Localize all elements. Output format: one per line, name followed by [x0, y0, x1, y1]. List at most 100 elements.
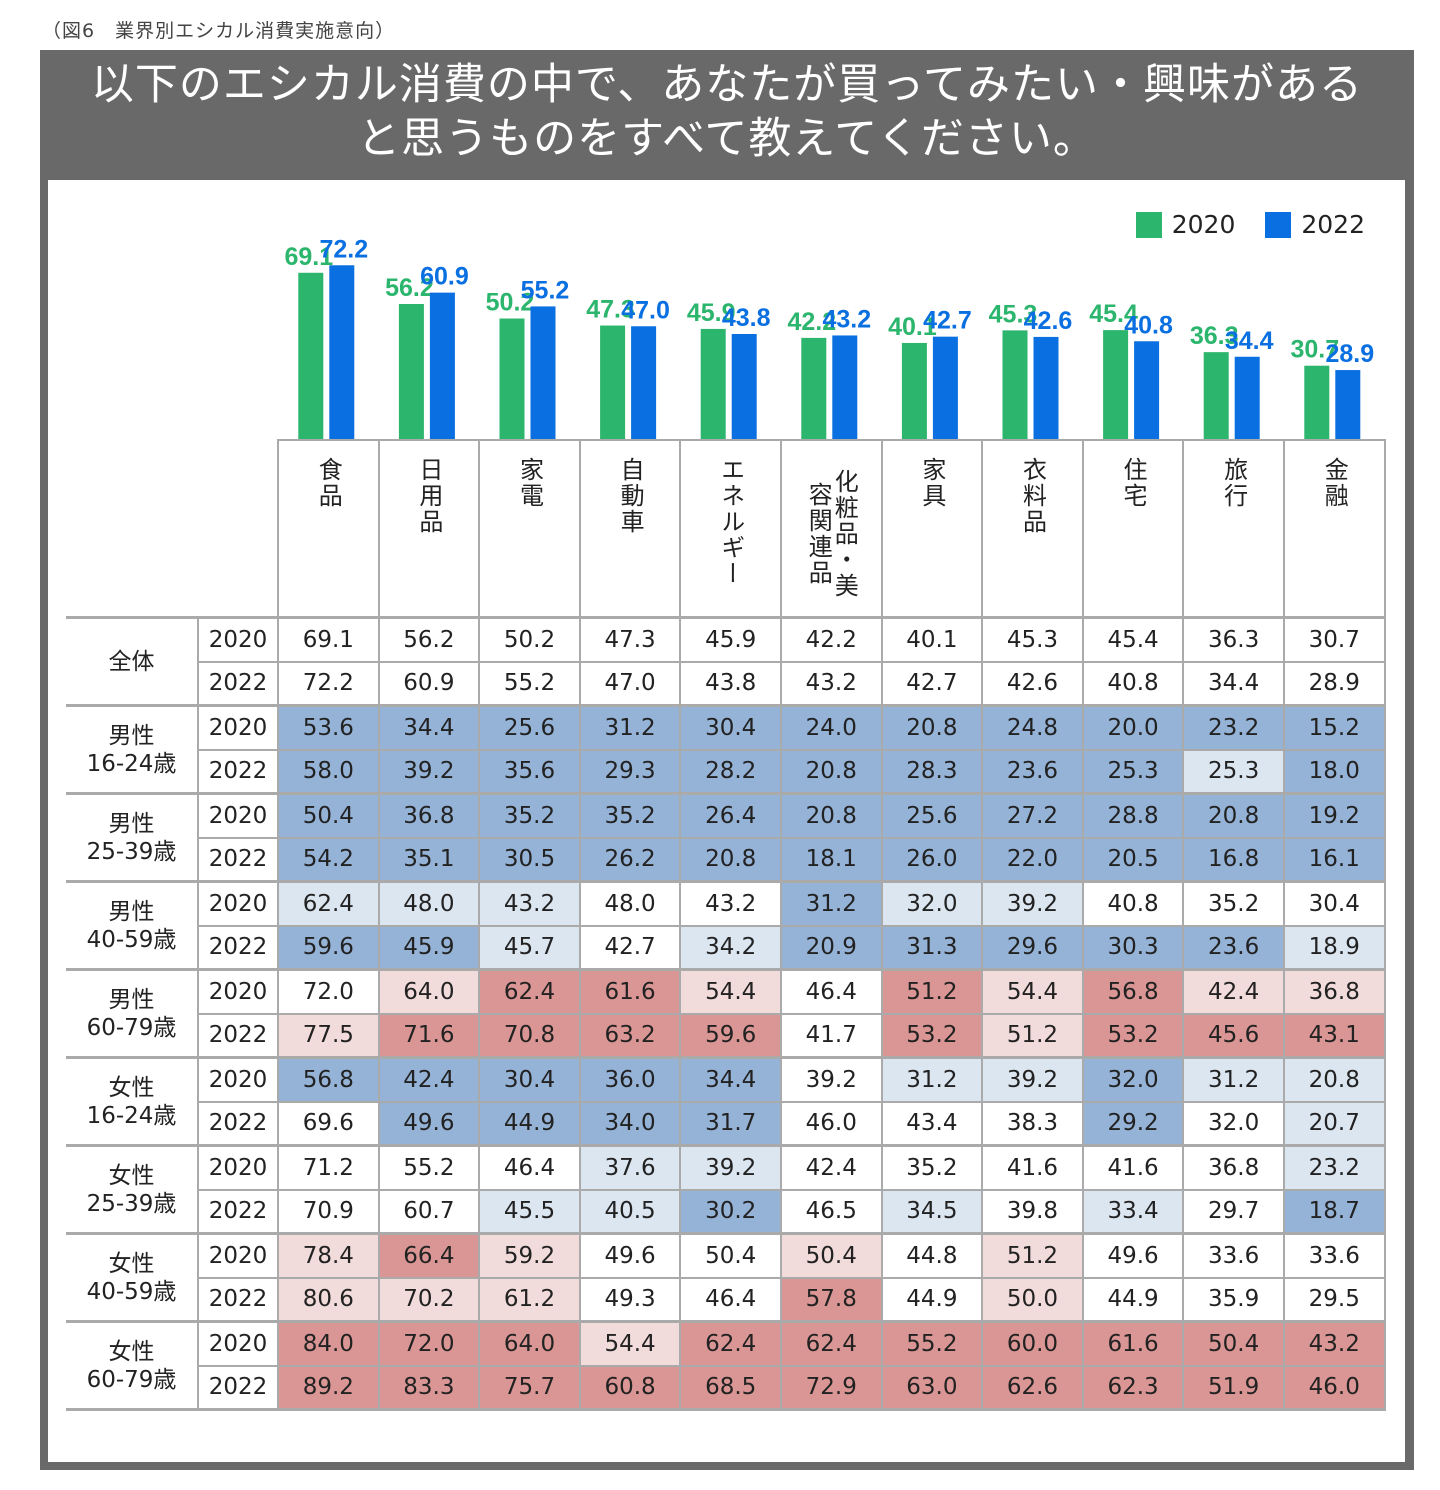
bar-label-2020-2: 50.2 — [486, 289, 535, 317]
heatmap-cell: 44.9 — [880, 1276, 984, 1323]
heatmap-cell: 59.6 — [679, 1012, 782, 1059]
heatmap-cell: 70.2 — [377, 1276, 481, 1323]
heatmap-cell: 31.2 — [880, 1056, 984, 1103]
category-label: 食品 — [314, 457, 343, 509]
bar-label-2022-6: 42.7 — [923, 307, 972, 335]
heatmap-cell: 30.3 — [1081, 924, 1185, 971]
heatmap-cell: 18.1 — [779, 836, 883, 883]
heatmap-cell: 36.8 — [377, 792, 481, 839]
heatmap-cell: 25.6 — [880, 792, 984, 839]
question-line-1: 以下のエシカル消費の中で、あなたが買ってみたい・興味がある — [90, 60, 1364, 110]
bar-2022-1 — [429, 292, 455, 440]
heatmap-cell: 30.5 — [478, 836, 581, 883]
group-label-line: 25-39歳 — [86, 838, 177, 865]
heatmap-cell: 28.9 — [1282, 660, 1386, 707]
table-row: 女性 60-79歳 2020 84.0 72.0 64.0 54.4 62.4 62.4 55.2… — [66, 1320, 1386, 1411]
heatmap-cell: 35.9 — [1182, 1276, 1285, 1323]
bar-label-2022-3: 47.0 — [621, 296, 670, 324]
heatmap-cell: 16.1 — [1282, 836, 1386, 883]
table-row: 2022 69.6 49.6 44.9 34.0 31.7 46.0 43.4 38.3 29.2… — [66, 1100, 1386, 1147]
heatmap-cell: 40.8 — [1081, 880, 1185, 927]
year-label: 2020 — [197, 1056, 279, 1103]
heatmap-cell: 20.8 — [779, 792, 883, 839]
category-header: 家電 — [478, 439, 581, 619]
heatmap-cell: 56.8 — [277, 1056, 380, 1103]
heatmap-cell: 46.4 — [478, 1144, 581, 1191]
category-label: 日用品 — [414, 457, 443, 535]
heatmap-cell: 25.3 — [1182, 748, 1285, 795]
heatmap-cell: 54.4 — [578, 1320, 682, 1367]
group-label: 男性 60-79歳 — [66, 968, 199, 1059]
heatmap-cell: 89.2 — [277, 1364, 380, 1411]
group-label-line: 男性 — [108, 810, 155, 837]
table-row: 女性 40-59歳 2020 78.4 66.4 59.2 49.6 50.4 50.4 44.8… — [66, 1232, 1386, 1323]
legend-label-2020: 2020 — [1171, 210, 1236, 239]
heatmap-cell: 27.2 — [981, 792, 1084, 839]
bar-label-2022-1: 60.9 — [420, 263, 469, 291]
heatmap-cell: 84.0 — [277, 1320, 380, 1367]
heatmap-cell: 16.8 — [1182, 836, 1285, 883]
table-row: 男性 60-79歳 2020 72.0 64.0 62.4 61.6 54.4 46.4 51.2… — [66, 968, 1386, 1059]
heatmap-cell: 35.1 — [377, 836, 481, 883]
bar-label-2020-10: 30.7 — [1290, 336, 1339, 364]
heatmap-cell: 61.2 — [478, 1276, 581, 1323]
bar-2022-5 — [832, 335, 858, 440]
bar-2020-9 — [1203, 352, 1229, 440]
heatmap-cell: 39.2 — [679, 1144, 782, 1191]
heatmap-cell: 31.7 — [679, 1100, 782, 1147]
bar-2020-8 — [1103, 330, 1129, 440]
group-label: 男性 40-59歳 — [66, 880, 199, 971]
heatmap-cell: 34.5 — [880, 1188, 984, 1235]
group-label-line: 女性 — [108, 1338, 155, 1365]
group-label: 女性 40-59歳 — [66, 1232, 199, 1323]
heatmap-cell: 72.9 — [779, 1364, 883, 1411]
heatmap-cell: 50.4 — [779, 1232, 883, 1279]
heatmap-cell: 35.2 — [578, 792, 682, 839]
heatmap-cell: 53.6 — [277, 704, 380, 751]
year-label: 2022 — [197, 1012, 279, 1059]
heatmap-cell: 29.5 — [1282, 1276, 1386, 1323]
header-blank — [66, 440, 278, 619]
year-label: 2020 — [197, 704, 279, 751]
chart-panel: 2020 2022 69.1 72.2 56.2 60.9 50.2 55.2 47.3 47… — [48, 180, 1405, 1462]
heatmap-cell: 23.6 — [981, 748, 1084, 795]
heatmap-cell: 53.2 — [880, 1012, 984, 1059]
category-header: 自動車 — [578, 439, 682, 619]
heatmap-cell: 25.6 — [478, 704, 581, 751]
category-label: 家具 — [917, 457, 946, 509]
heatmap-cell: 31.2 — [779, 880, 883, 927]
heatmap-cell: 69.1 — [277, 616, 380, 663]
group-label-line: 40-59歳 — [86, 1278, 177, 1305]
bar-label-2022-10: 28.9 — [1325, 340, 1374, 368]
year-label: 2022 — [197, 748, 279, 795]
bar-2022-4 — [731, 334, 757, 440]
category-label: 化粧品・美容関連品 — [804, 468, 859, 599]
group-label: 全体 — [66, 616, 199, 707]
table-row: 男性 40-59歳 2020 62.4 48.0 43.2 48.0 43.2 31.2 32.0… — [66, 880, 1386, 971]
heatmap-cell: 36.0 — [578, 1056, 682, 1103]
heatmap-cell: 20.8 — [1282, 1056, 1386, 1103]
heatmap-cell: 20.8 — [1182, 792, 1285, 839]
bar-2022-6 — [932, 336, 958, 440]
heatmap-cell: 51.2 — [981, 1232, 1084, 1279]
heatmap-cell: 63.2 — [578, 1012, 682, 1059]
heatmap-cell: 60.7 — [377, 1188, 481, 1235]
year-label: 2022 — [197, 1188, 279, 1235]
heatmap-cell: 49.3 — [578, 1276, 682, 1323]
heatmap-cell: 66.4 — [377, 1232, 481, 1279]
heatmap-cell: 51.2 — [981, 1012, 1084, 1059]
category-label: 家電 — [515, 457, 544, 509]
heatmap-cell: 50.0 — [981, 1276, 1084, 1323]
heatmap-cell: 47.0 — [578, 660, 682, 707]
heatmap-table: 食品 日用品 家電 自動車 エネルギー 化粧品・美容関連品 家具 衣料品 住宅 旅行 金融 全体 202… — [66, 439, 1386, 1411]
heatmap-cell: 33.6 — [1182, 1232, 1285, 1279]
heatmap-cell: 22.0 — [981, 836, 1084, 883]
year-label: 2020 — [197, 1232, 279, 1279]
heatmap-cell: 43.2 — [679, 880, 782, 927]
group-label-line: 男性 — [108, 722, 155, 749]
heatmap-cell: 44.9 — [1081, 1276, 1185, 1323]
heatmap-cell: 42.7 — [880, 660, 984, 707]
bar-label-2020-0: 69.1 — [284, 243, 333, 271]
table-row: 2022 58.0 39.2 35.6 29.3 28.2 20.8 28.3 23.6 25.3… — [66, 748, 1386, 795]
group-label-line: 全体 — [108, 648, 155, 675]
